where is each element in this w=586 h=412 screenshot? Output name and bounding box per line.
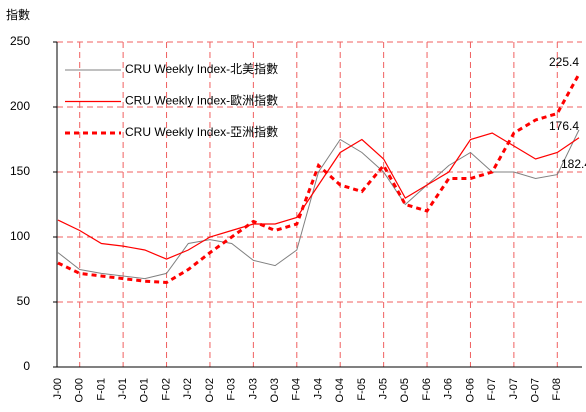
x-tick-label: F-04 (291, 378, 303, 401)
data-label: 182.4 (561, 157, 586, 171)
x-tick-label: J-03 (247, 378, 259, 399)
x-tick-label: O-02 (204, 378, 216, 402)
x-tick-label: O-06 (464, 378, 476, 402)
x-tick-label: F-02 (160, 378, 172, 401)
x-tick-label: O-00 (74, 378, 86, 402)
x-tick-label: F-03 (226, 378, 238, 401)
x-tick-label: F-08 (551, 378, 563, 401)
x-tick-label: J-00 (52, 378, 64, 399)
x-tick-label: J-06 (443, 378, 455, 399)
y-tick-label: 150 (10, 164, 30, 178)
x-tick-label: F-07 (486, 378, 498, 401)
x-tick-label: O-01 (139, 378, 151, 402)
y-tick-label: 250 (10, 34, 30, 48)
x-tick-label: O-03 (269, 378, 281, 402)
x-tick-label: F-01 (95, 378, 107, 401)
x-tick-label: J-04 (312, 378, 324, 399)
legend-label: CRU Weekly Index-亞洲指數 (125, 124, 278, 139)
x-tick-label: O-05 (399, 378, 411, 402)
x-tick-label: O-04 (334, 378, 346, 402)
x-tick-label: F-05 (356, 378, 368, 401)
series-line (57, 73, 581, 285)
data-label: 225.4 (549, 55, 579, 69)
series-line (57, 129, 580, 280)
x-tick-label: J-02 (182, 378, 194, 399)
x-tick-label: O-07 (529, 378, 541, 402)
x-tick-label: J-01 (117, 378, 129, 399)
y-tick-label: 0 (23, 359, 30, 373)
y-axis-title: 指數 (6, 7, 30, 22)
legend-label: CRU Weekly Index-北美指數 (125, 61, 278, 76)
legend-label: CRU Weekly Index-歐洲指數 (125, 93, 278, 108)
y-tick-label: 100 (10, 229, 30, 243)
y-tick-label: 50 (17, 294, 31, 308)
y-tick-label: 200 (10, 99, 30, 113)
x-tick-label: J-07 (508, 378, 520, 399)
series-line (57, 132, 580, 260)
x-tick-label: J-05 (378, 378, 390, 399)
data-label: 176.4 (549, 119, 579, 133)
x-tick-label: F-06 (421, 378, 433, 401)
